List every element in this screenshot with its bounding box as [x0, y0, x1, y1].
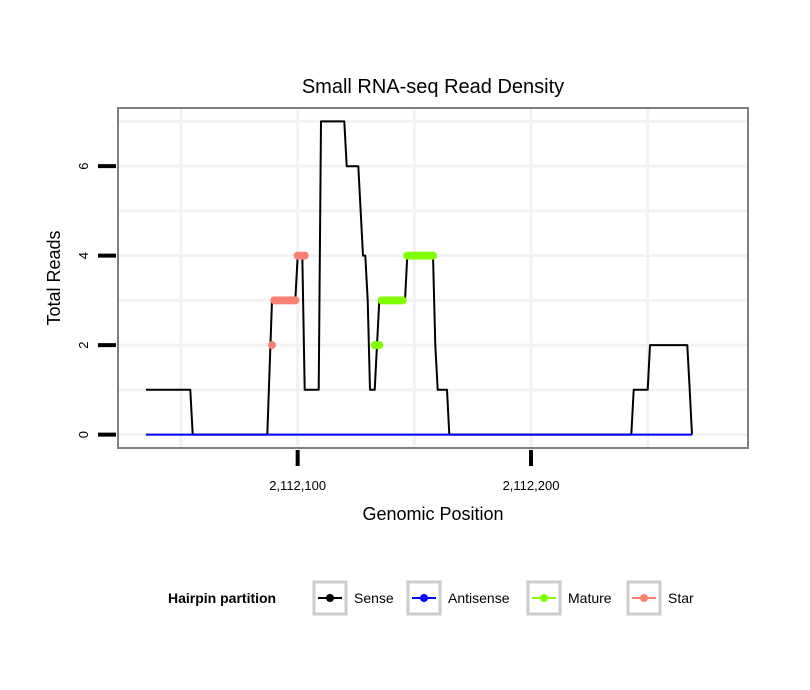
- plot-border: [117, 107, 749, 449]
- legend-title: Hairpin partition: [168, 590, 276, 606]
- legend-label: Star: [668, 590, 694, 606]
- legend-item-sense: Sense: [312, 580, 394, 616]
- legend-key-point: [540, 594, 548, 602]
- series-mature-point: [429, 251, 437, 260]
- x-tick-label: 2,112,200: [503, 478, 560, 493]
- series-star-point: [300, 251, 309, 260]
- series-star-point: [268, 341, 276, 350]
- y-tick-label: 6: [76, 163, 91, 170]
- chart-title: Small RNA-seq Read Density: [302, 76, 564, 98]
- legend-label: Antisense: [448, 590, 510, 606]
- x-tick-label: 2,112,100: [269, 478, 326, 493]
- series-sense-line: [146, 120, 693, 436]
- series-mature-point: [398, 296, 407, 305]
- y-tick-label: 0: [76, 431, 91, 438]
- x-axis-label: Genomic Position: [362, 504, 503, 524]
- legend: Hairpin partition Sense Antisense Mature St…: [168, 580, 694, 616]
- legend-key-point: [420, 594, 428, 602]
- legend-entries: Sense Antisense Mature Star: [312, 580, 694, 616]
- legend-label: Sense: [354, 590, 394, 606]
- legend-item-star: Star: [626, 580, 694, 616]
- axes: 0 2 4 6 2,112,100 2,112,200: [76, 163, 559, 493]
- series-mature-point: [375, 341, 384, 350]
- y-tick-label: 4: [76, 252, 91, 259]
- legend-key-point: [640, 594, 648, 602]
- series-layer: [146, 120, 693, 436]
- y-tick-label: 2: [76, 341, 91, 348]
- series-star-point: [291, 296, 300, 305]
- y-axis-label: Total Reads: [44, 230, 64, 325]
- legend-item-antisense: Antisense: [406, 580, 510, 616]
- legend-item-mature: Mature: [526, 580, 612, 616]
- legend-key-point: [326, 594, 334, 602]
- legend-label: Mature: [568, 590, 612, 606]
